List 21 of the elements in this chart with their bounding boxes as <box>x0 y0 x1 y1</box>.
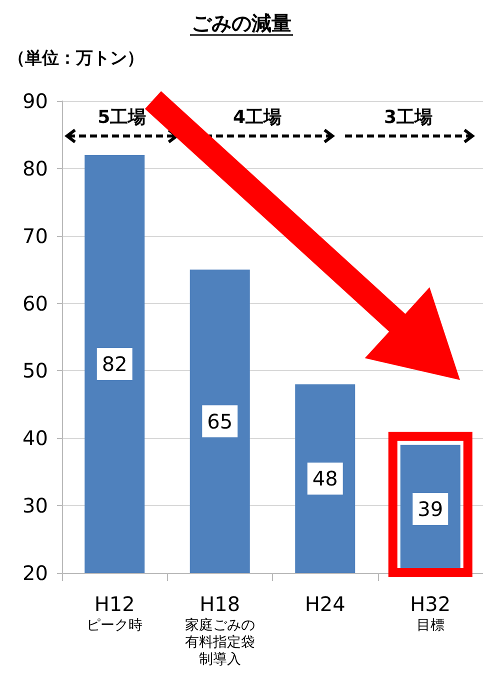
y-tick-label: 60 <box>22 291 48 316</box>
y-tick-label: 70 <box>22 224 48 248</box>
x-tick-label: H32 目標 <box>410 592 451 634</box>
chart-title: ごみの減量 <box>192 11 292 35</box>
y-tick-label: 90 <box>22 89 48 113</box>
annotation: 4工場 <box>232 107 282 128</box>
annotation: 3工場 <box>384 107 433 128</box>
y-tick-label: 40 <box>22 426 48 450</box>
y-tick-label: 30 <box>22 494 48 518</box>
data-label: 65 <box>207 409 233 434</box>
data-label: 39 <box>418 496 444 521</box>
x-tick-label: H24 <box>304 592 346 616</box>
y-tick-label: 80 <box>22 156 48 180</box>
y-tick-label: 20 <box>22 561 48 585</box>
y-tick-label: 50 <box>22 358 48 383</box>
x-tick-label: H18 家庭ごみの有料指定袋制導入 <box>184 592 255 668</box>
data-label: 82 <box>102 352 128 376</box>
annotation: 5工場 <box>98 107 146 128</box>
y-axis-title: （単位：万トン） <box>8 48 144 68</box>
data-label: 48 <box>312 466 338 491</box>
x-tick-label: H12 ピーク時 <box>86 592 143 634</box>
